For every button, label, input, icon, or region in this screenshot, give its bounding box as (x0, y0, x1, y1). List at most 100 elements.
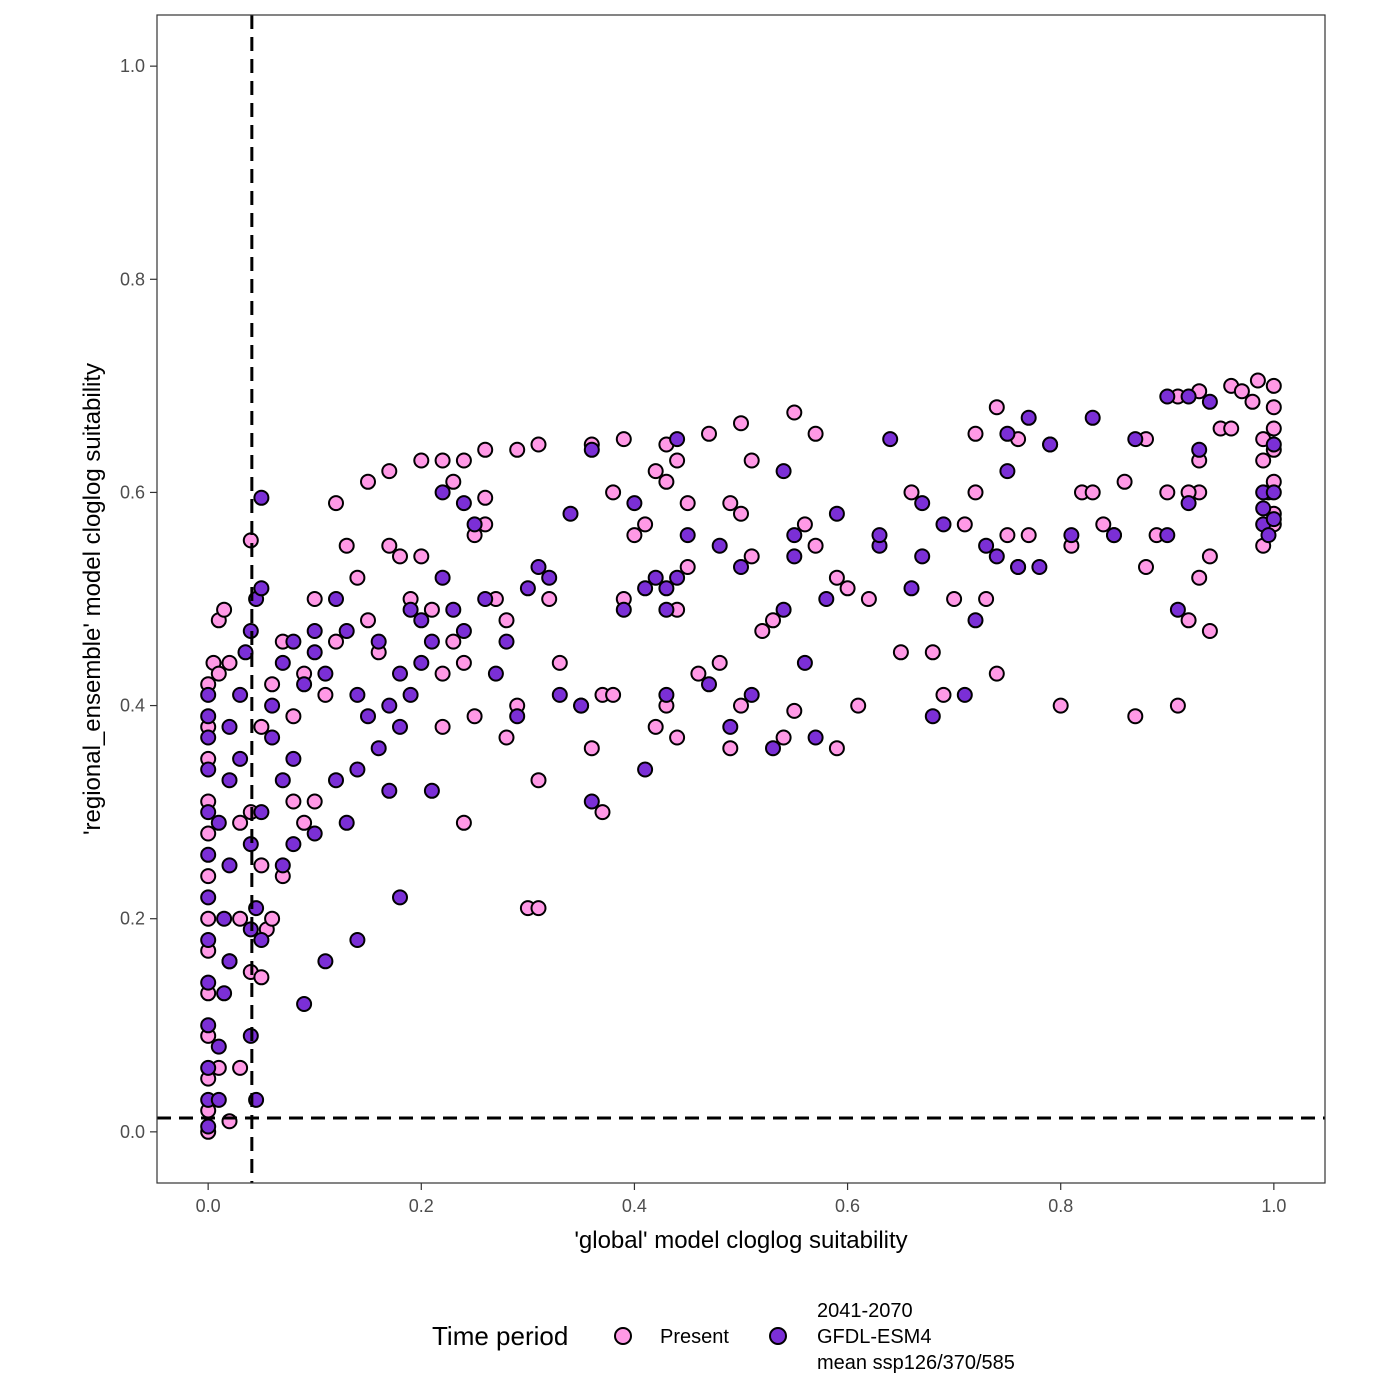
data-point-s0-79 (455, 814, 472, 831)
data-point-s1-93 (647, 569, 664, 586)
data-point-s0-148 (1138, 559, 1154, 575)
data-point-s1-92 (637, 580, 654, 597)
y-tick-label: 0.4 (120, 696, 145, 716)
data-point-s0-41 (317, 686, 334, 703)
data-point-s0-106 (711, 654, 728, 671)
data-point-s1-108 (786, 548, 803, 565)
data-point-s0-14 (210, 665, 227, 682)
data-point-s1-38 (285, 750, 302, 767)
data-point-s0-94 (626, 527, 643, 544)
data-point-s1-63 (338, 623, 355, 639)
data-point-s0-110 (743, 548, 760, 565)
data-point-s0-70 (477, 489, 494, 506)
data-point-s1-101 (701, 676, 717, 693)
data-point-s1-97 (679, 527, 696, 544)
data-point-s0-99 (679, 495, 696, 512)
data-point-s1-147 (1265, 484, 1282, 501)
legend-key-future (769, 1327, 787, 1345)
data-point-s1-60 (306, 623, 323, 639)
data-point-s0-140 (1052, 697, 1069, 714)
data-point-s0-152 (1169, 697, 1186, 714)
data-point-s0-35 (253, 718, 270, 735)
data-point-s1-12 (200, 686, 217, 703)
data-point-s0-132 (988, 665, 1005, 682)
data-point-s1-18 (221, 857, 238, 874)
x-tick-label: 0.4 (622, 1196, 647, 1216)
data-point-s1-71 (423, 633, 440, 650)
data-point-s1-53 (413, 654, 430, 671)
data-point-s0-109 (743, 452, 760, 469)
data-point-s0-48 (392, 548, 408, 565)
panel-border (156, 14, 1326, 1184)
data-point-s1-135 (1106, 527, 1122, 544)
data-point-s0-107 (722, 495, 739, 512)
data-point-s1-13 (210, 1091, 227, 1108)
y-tick-label: 1.0 (120, 56, 145, 76)
data-point-s0-136 (967, 425, 984, 442)
data-point-s0-97 (658, 473, 675, 490)
data-point-s1-113 (828, 505, 845, 522)
data-point-s0-86 (551, 654, 568, 671)
data-point-s0-56 (413, 452, 430, 469)
data-point-s1-103 (722, 718, 739, 735)
data-point-s1-69 (402, 601, 419, 618)
data-point-s0-84 (530, 900, 547, 917)
data-point-s0-156 (1201, 548, 1218, 565)
data-point-s1-123 (956, 686, 973, 703)
data-point-s0-85 (541, 591, 558, 607)
data-point-s1-146 (1265, 511, 1282, 528)
data-point-s1-49 (381, 782, 398, 799)
data-point-s0-55 (381, 463, 398, 480)
data-point-s0-65 (701, 425, 717, 442)
data-point-s0-114 (765, 612, 781, 629)
data-point-s0-77 (466, 708, 483, 725)
data-point-s1-56 (274, 654, 291, 671)
axes: 0.0 0.2 0.4 0.6 0.8 1.0 0.0 0.2 0.4 0.6 0.8 1.0 (120, 56, 1286, 1216)
data-point-s1-15 (216, 985, 233, 1002)
data-point-s0-167 (1249, 372, 1266, 389)
data-point-s1-131 (1031, 559, 1048, 575)
data-point-s1-120 (914, 548, 931, 565)
data-point-s0-53 (328, 495, 344, 512)
data-point-s1-20 (221, 772, 238, 789)
data-point-s1-35 (253, 804, 270, 821)
data-point-s1-116 (871, 527, 888, 544)
data-point-s0-78 (434, 718, 451, 735)
data-point-s0-44 (349, 569, 366, 586)
data-point-s1-87 (573, 697, 590, 714)
data-point-s1-73 (445, 601, 462, 618)
data-point-s1-111 (807, 729, 824, 746)
data-point-s0-135 (1020, 527, 1037, 544)
data-point-s1-136 (1127, 431, 1144, 448)
data-point-s1-100 (658, 686, 675, 703)
data-point-s0-54 (360, 473, 376, 490)
data-point-s1-150 (1255, 500, 1272, 517)
data-point-s0-23 (232, 910, 249, 927)
data-point-s1-79 (487, 665, 504, 682)
data-point-s1-16 (221, 953, 238, 970)
data-point-s1-48 (370, 740, 387, 757)
points-layer (200, 372, 1282, 1140)
data-point-s1-6 (200, 889, 217, 906)
data-point-s0-169 (1255, 452, 1272, 469)
data-point-s1-70 (413, 612, 430, 629)
data-point-s0-116 (786, 702, 803, 719)
data-point-s1-94 (658, 580, 675, 597)
data-point-s0-122 (850, 697, 867, 714)
data-point-s1-85 (551, 686, 568, 703)
data-point-s0-112 (722, 740, 739, 757)
data-point-s1-24 (237, 644, 254, 661)
data-point-s0-154 (1191, 569, 1208, 586)
data-point-s1-78 (477, 591, 494, 607)
data-point-s1-64 (349, 686, 366, 703)
data-point-s0-30 (253, 857, 270, 874)
data-point-s0-51 (423, 601, 440, 618)
data-point-s0-90 (594, 804, 611, 821)
legend-label-future-line-2: GFDL-ESM4 (817, 1326, 931, 1348)
x-axis-title: 'global' model cloglog suitability (574, 1227, 907, 1254)
data-point-s1-45 (338, 814, 355, 831)
data-point-s1-14 (210, 1038, 227, 1055)
data-point-s1-41 (296, 996, 313, 1012)
data-point-s0-101 (690, 665, 707, 682)
data-point-s0-153 (1180, 612, 1197, 629)
